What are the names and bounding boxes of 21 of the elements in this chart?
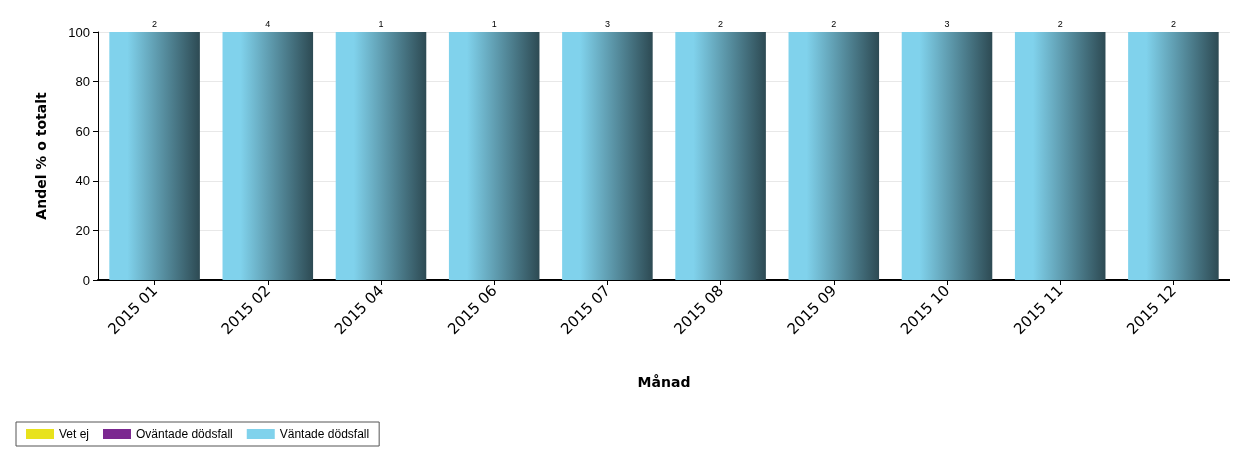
annotation: 4 xyxy=(265,18,271,29)
annotation: 2 xyxy=(831,18,837,29)
x-axis-title: Månad xyxy=(637,374,691,390)
legend-label: Väntade dödsfall xyxy=(279,427,370,441)
y-axis-title: Andel % o totalt xyxy=(33,92,49,220)
annotation: 3 xyxy=(604,18,610,29)
annotation: 2 xyxy=(718,18,724,29)
y-tick-label: 60 xyxy=(75,123,90,139)
legend-label: Oväntade dödsfall xyxy=(136,427,233,441)
y-tick-label: 40 xyxy=(75,173,90,189)
y-tick-label: 100 xyxy=(68,24,90,40)
y-tick-label: 0 xyxy=(82,272,90,288)
y-tick-label: 80 xyxy=(75,74,90,90)
y-tick-label: 20 xyxy=(75,222,90,238)
annotation: 1 xyxy=(491,18,497,29)
legend-label: Vet ej xyxy=(59,427,90,441)
annotation: 2 xyxy=(1170,18,1176,29)
annotation: 2 xyxy=(152,18,158,29)
annotation: 2 xyxy=(1057,18,1063,29)
annotation: 1 xyxy=(378,18,384,29)
annotation: 3 xyxy=(944,18,950,29)
